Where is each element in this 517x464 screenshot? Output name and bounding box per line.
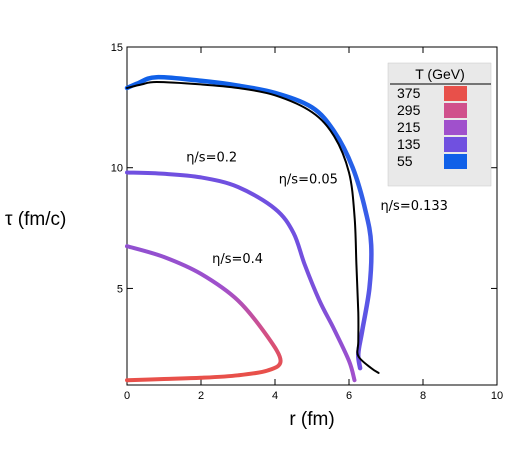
series-annotation: η/s=0.2 xyxy=(186,151,237,166)
y-tick-label: 10 xyxy=(111,163,123,175)
legend-entry-label: 375 xyxy=(397,85,421,101)
series-line-eta-0-133 xyxy=(124,74,374,371)
y-tick-labels: 5 10 15 xyxy=(111,42,123,295)
x-tick-label: 0 xyxy=(124,390,130,402)
tick-marks xyxy=(126,46,498,385)
legend-entry-label: 135 xyxy=(397,136,421,152)
annotations: η/s=0.2 η/s=0.05 η/s=0.133 η/s=0.4 xyxy=(186,151,448,267)
plot-area xyxy=(126,46,498,386)
legend-entry-swatch xyxy=(444,86,467,101)
series-line-eta-0-4 xyxy=(125,244,283,383)
x-tick-label: 10 xyxy=(491,390,503,402)
legend-title: T (GeV) xyxy=(415,66,465,82)
legend-entry-swatch xyxy=(444,137,467,152)
y-tick-label: 15 xyxy=(111,42,123,54)
y-tick-label: 5 xyxy=(117,283,123,295)
legend-entry-label: 215 xyxy=(397,119,421,135)
series-line-eta-0-05 xyxy=(126,81,380,374)
series-group xyxy=(124,74,380,383)
legend-entry-label: 55 xyxy=(397,153,413,169)
x-tick-label: 8 xyxy=(420,390,426,402)
legend-entry-swatch xyxy=(444,154,467,169)
x-tick-label: 6 xyxy=(346,390,352,402)
x-axis-label: r (fm) xyxy=(289,409,334,430)
series-annotation: η/s=0.05 xyxy=(279,172,338,187)
series-annotation: η/s=0.133 xyxy=(380,199,448,214)
series-line-eta-0-2 xyxy=(125,170,357,383)
legend-entry-swatch xyxy=(444,120,467,135)
x-tick-label: 4 xyxy=(272,390,278,402)
legend-entry-label: 295 xyxy=(397,102,421,118)
series-annotation: η/s=0.4 xyxy=(212,252,263,267)
x-tick-labels: 0 2 4 6 8 10 xyxy=(124,390,503,402)
x-tick-label: 2 xyxy=(198,390,204,402)
legend-entry-swatch xyxy=(444,103,467,118)
y-axis-label: τ (fm/c) xyxy=(5,209,66,230)
